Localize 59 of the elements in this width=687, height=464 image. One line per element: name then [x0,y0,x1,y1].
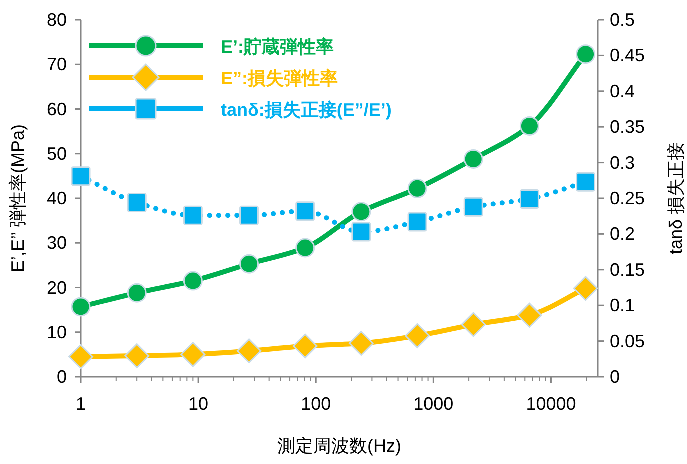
point [573,276,598,302]
y-tick-label: 50 [46,144,67,164]
point [71,297,91,317]
y2-tick-label: 0.1 [610,296,636,316]
point [520,189,540,209]
point [405,323,430,348]
y2-tick-label: 0.15 [610,260,646,280]
legend: E’:貯蔵弾性率 E”:損失弾性率 tanδ:損失正接(E”/E’) [89,35,392,120]
y2-tick-label: 0.3 [610,152,636,173]
y-tick-label: 0 [56,367,67,387]
point [68,344,94,370]
point [296,202,316,222]
point [127,283,147,303]
point [236,338,262,364]
x-tick-label: 1 [76,394,86,414]
point [576,172,596,192]
point [240,206,260,226]
point [183,206,203,226]
point [180,342,206,368]
y2-tick-label: 0.2 [610,224,636,244]
point [240,254,260,274]
y2-tick-label: 0.35 [610,117,646,138]
y-tick-label: 70 [46,54,67,75]
y2-tick-label: 0.5 [610,10,636,30]
point [520,116,540,136]
point [408,212,428,232]
y2-tick-label: 0.45 [610,46,646,66]
point [348,331,374,356]
point [408,178,428,198]
point [292,334,318,359]
x-tick-label: 1000 [414,394,454,414]
point [352,222,372,242]
point [352,202,372,222]
y-tick-label: 10 [46,322,67,342]
y2-tick-label: 0.25 [610,188,646,208]
point [464,197,484,217]
y2-tick-label: 0 [610,367,620,387]
y-axis-title: E’,E’’ 弾性率(MPa) [8,124,28,273]
point [517,302,542,328]
y2-axis-title: tanδ 損失正接 [666,142,686,255]
x-tick-label: 10000 [526,394,576,414]
point [296,238,316,258]
point [464,149,484,169]
y-tick-label: 80 [46,10,67,30]
point [124,344,150,368]
x-tick-label: 100 [301,394,332,414]
y-tick-label: 30 [46,233,67,254]
point [71,166,91,186]
point [127,193,147,213]
y-tick-label: 40 [46,188,67,208]
y-tick-label: 60 [46,99,67,120]
point [576,44,596,64]
y2-tick-label: 0.4 [610,81,636,102]
point [461,312,486,338]
x-axis-title: 測定周波数(Hz) [278,436,402,456]
x-tick-label: 10 [188,394,209,414]
y-tick-label: 20 [46,278,67,298]
y2-tick-label: 0.05 [610,331,646,352]
point [183,271,203,291]
